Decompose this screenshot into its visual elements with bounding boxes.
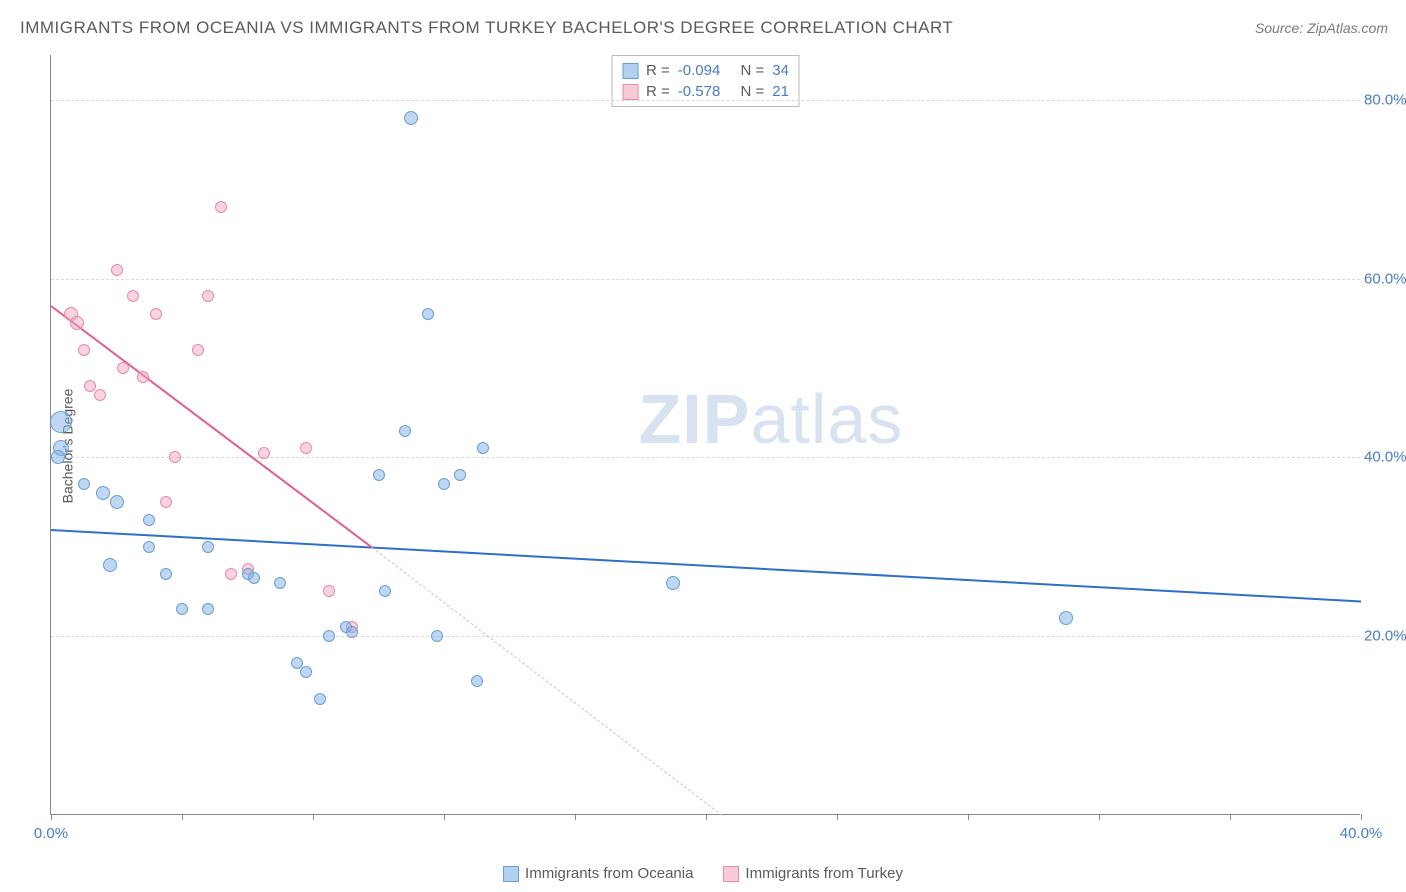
data-point-turkey [111, 264, 123, 276]
data-point-oceania [454, 469, 466, 481]
swatch-pink-icon [723, 866, 739, 882]
data-point-turkey [258, 447, 270, 459]
data-point-oceania [300, 666, 312, 678]
swatch-blue-icon [503, 866, 519, 882]
y-tick-label: 80.0% [1364, 91, 1406, 108]
data-point-turkey [323, 585, 335, 597]
data-point-oceania [314, 693, 326, 705]
data-point-turkey [169, 451, 181, 463]
data-point-oceania [248, 572, 260, 584]
x-tick-mark [706, 814, 707, 820]
y-tick-label: 60.0% [1364, 270, 1406, 287]
data-point-turkey [225, 568, 237, 580]
x-tick-label: 0.0% [34, 825, 68, 842]
data-point-oceania [160, 568, 172, 580]
data-point-turkey [215, 201, 227, 213]
data-point-oceania [103, 558, 117, 572]
y-tick-label: 20.0% [1364, 628, 1406, 645]
data-point-turkey [137, 371, 149, 383]
swatch-blue [622, 63, 638, 79]
n-value-oceania: 34 [772, 60, 789, 81]
gridline-h [51, 636, 1360, 637]
data-point-oceania [96, 486, 110, 500]
watermark: ZIPatlas [639, 379, 904, 459]
data-point-oceania [666, 576, 680, 590]
x-tick-mark [968, 814, 969, 820]
data-point-turkey [192, 344, 204, 356]
source-label: Source: ZipAtlas.com [1255, 20, 1388, 36]
r-value-oceania: -0.094 [678, 60, 721, 81]
data-point-turkey [78, 344, 90, 356]
data-point-oceania [346, 626, 358, 638]
data-point-oceania [379, 585, 391, 597]
data-point-turkey [94, 389, 106, 401]
gridline-h [51, 100, 1360, 101]
x-tick-mark [51, 814, 52, 820]
legend-item-turkey: Immigrants from Turkey [723, 865, 903, 882]
data-point-turkey [160, 496, 172, 508]
data-point-turkey [150, 308, 162, 320]
x-tick-mark [1099, 814, 1100, 820]
data-point-oceania [274, 577, 286, 589]
data-point-turkey [70, 316, 84, 330]
data-point-oceania [431, 630, 443, 642]
x-tick-mark [1361, 814, 1362, 820]
x-tick-mark [837, 814, 838, 820]
data-point-oceania [1059, 611, 1073, 625]
chart-title: IMMIGRANTS FROM OCEANIA VS IMMIGRANTS FR… [20, 18, 953, 38]
data-point-oceania [110, 495, 124, 509]
data-point-oceania [438, 478, 450, 490]
data-point-oceania [404, 111, 418, 125]
data-point-oceania [202, 541, 214, 553]
data-point-oceania [422, 308, 434, 320]
data-point-oceania [176, 603, 188, 615]
data-point-oceania [143, 514, 155, 526]
data-point-turkey [127, 290, 139, 302]
swatch-pink [622, 84, 638, 100]
legend-item-oceania: Immigrants from Oceania [503, 865, 693, 882]
data-point-oceania [51, 450, 65, 464]
data-point-oceania [50, 411, 72, 433]
gridline-h [51, 279, 1360, 280]
x-tick-mark [575, 814, 576, 820]
gridline-h [51, 457, 1360, 458]
trendline-turkey [50, 306, 372, 549]
data-point-oceania [202, 603, 214, 615]
data-point-oceania [323, 630, 335, 642]
data-point-oceania [78, 478, 90, 490]
data-point-turkey [117, 362, 129, 374]
series-legend: Immigrants from Oceania Immigrants from … [503, 865, 903, 882]
chart-plot-area: ZIPatlas R = -0.094 N = 34 R = -0.578 N … [50, 55, 1360, 815]
x-tick-mark [313, 814, 314, 820]
x-tick-mark [444, 814, 445, 820]
data-point-oceania [399, 425, 411, 437]
x-tick-label: 40.0% [1340, 825, 1383, 842]
data-point-turkey [202, 290, 214, 302]
x-tick-mark [1230, 814, 1231, 820]
y-tick-label: 40.0% [1364, 449, 1406, 466]
data-point-oceania [143, 541, 155, 553]
data-point-oceania [471, 675, 483, 687]
data-point-oceania [477, 442, 489, 454]
data-point-oceania [373, 469, 385, 481]
x-tick-mark [182, 814, 183, 820]
data-point-turkey [300, 442, 312, 454]
stats-row-oceania: R = -0.094 N = 34 [622, 60, 789, 81]
